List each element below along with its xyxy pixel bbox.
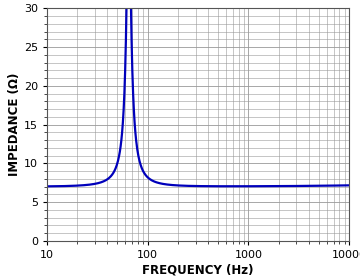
Y-axis label: IMPEDANCE (Ω): IMPEDANCE (Ω)	[8, 73, 21, 176]
X-axis label: FREQUENCY (Hz): FREQUENCY (Hz)	[142, 264, 254, 277]
